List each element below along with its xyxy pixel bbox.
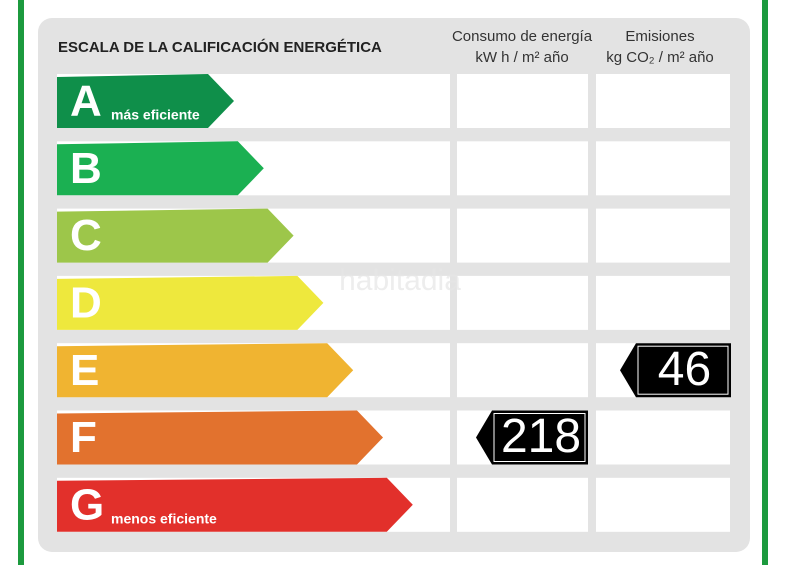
rating-value: 218 xyxy=(501,410,581,463)
consumption-cell xyxy=(457,141,588,196)
emissions-title: Emisiones xyxy=(625,28,694,45)
rating-arrow xyxy=(57,275,324,330)
rating-inner xyxy=(493,413,586,462)
emissions-cell xyxy=(596,74,730,128)
rating-arrow xyxy=(57,410,383,465)
emissions-unit: kg CO₂ / m² año xyxy=(606,49,714,66)
consumption-cell xyxy=(457,74,588,128)
emissions-cell xyxy=(596,477,730,532)
rating-note: más eficiente xyxy=(111,107,200,123)
rating-arrow xyxy=(57,74,234,128)
consumption-cell xyxy=(457,343,588,398)
rating-letter: G xyxy=(70,480,104,529)
rating-letter: D xyxy=(70,279,102,328)
consumption-cell xyxy=(457,275,588,330)
border-left xyxy=(18,0,24,565)
rating-arrow xyxy=(57,343,354,398)
rating-letter: A xyxy=(70,77,102,126)
rating-arrow xyxy=(57,208,294,263)
emissions-cell xyxy=(596,208,730,263)
consumption-cell xyxy=(457,208,588,263)
consumption-cell xyxy=(457,477,588,532)
rating-value: 46 xyxy=(658,343,711,396)
rating-letter: C xyxy=(70,211,102,260)
rating-letter: B xyxy=(70,144,102,193)
rating-arrow xyxy=(57,141,264,196)
rating-letter: E xyxy=(70,346,99,395)
border-right xyxy=(762,0,768,565)
emissions-cell xyxy=(596,410,730,465)
rating-letter: F xyxy=(70,413,97,462)
rating-inner xyxy=(637,345,729,395)
watermark: habitadia xyxy=(339,264,461,297)
emissions-cell xyxy=(596,275,730,330)
rating-badge xyxy=(620,343,731,398)
consumption-unit: kW h / m² año xyxy=(475,49,568,66)
consumption-title: Consumo de energía xyxy=(452,28,593,45)
rating-arrow xyxy=(57,477,413,532)
rating-note: menos eficiente xyxy=(111,511,217,527)
emissions-cell xyxy=(596,141,730,196)
title: ESCALA DE LA CALIFICACIÓN ENERGÉTICA xyxy=(58,38,382,56)
rating-badge xyxy=(476,410,588,465)
